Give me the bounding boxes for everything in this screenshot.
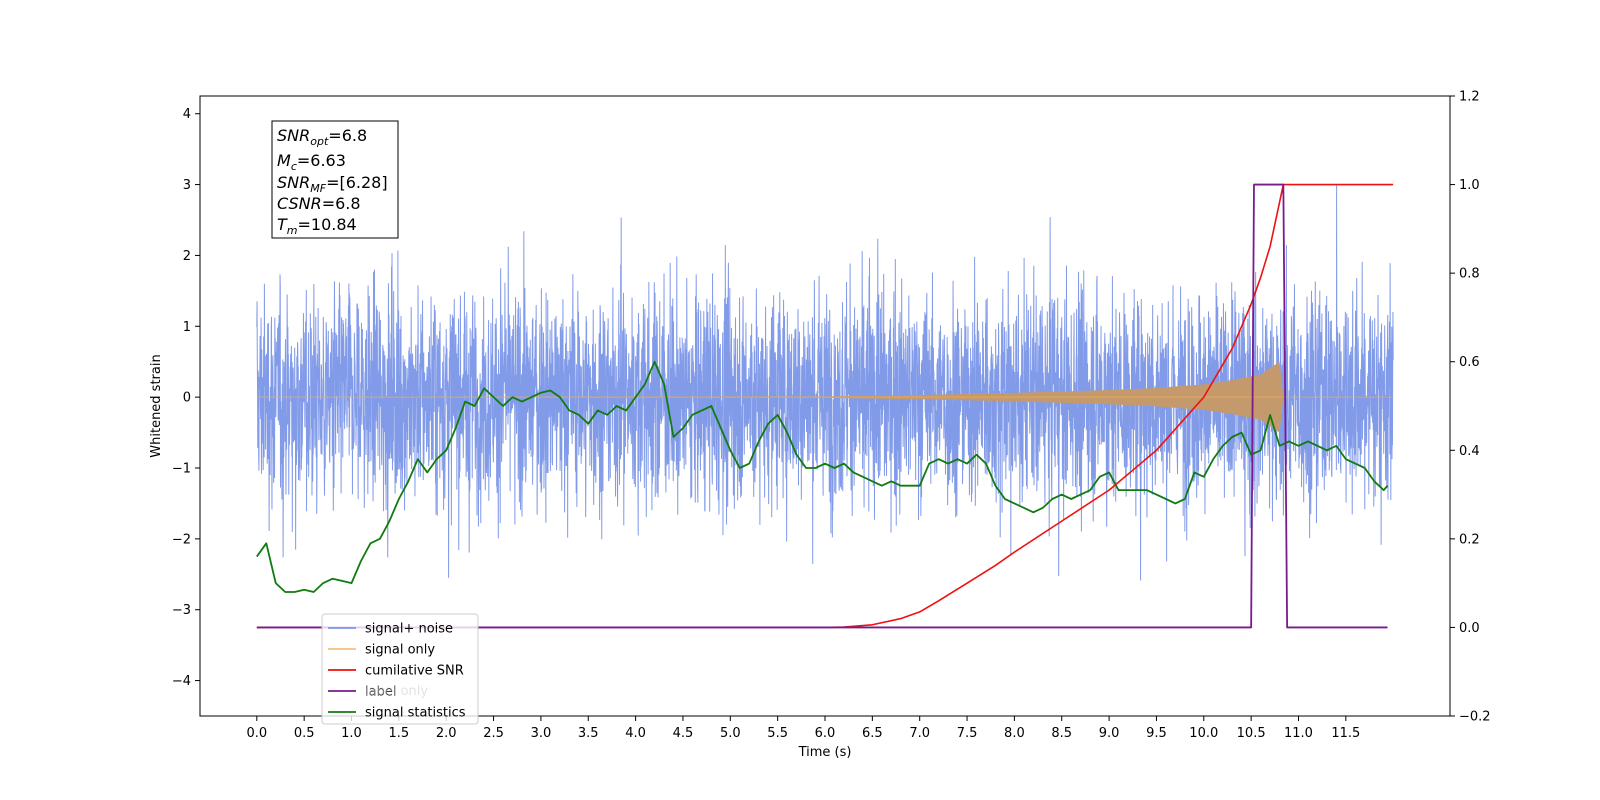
legend: signal+ noise signal only cumilative SNR la… [321, 613, 479, 725]
series-cumulative-snr [256, 183, 1394, 629]
x-tick-label: 2.5 [483, 726, 504, 741]
legend-label: signal+ noise [365, 622, 453, 637]
y-right-tick-label: −0.2 [1459, 710, 1491, 725]
y-left-tick-label: −1 [172, 462, 191, 477]
x-axis-label: Time (s) [798, 745, 852, 760]
x-tick-label: 3.5 [578, 726, 599, 741]
x-tick-label: 8.5 [1051, 726, 1072, 741]
legend-label: label [365, 685, 396, 700]
x-tick-label: 5.5 [767, 726, 788, 741]
x-tick-label: 7.5 [957, 726, 978, 741]
y-right-tick-label: 0.8 [1459, 267, 1480, 282]
y-axis-left: 4 3 2 1 0 −1 −2 −3 −4 [172, 107, 200, 689]
x-tick-label: 6.5 [862, 726, 883, 741]
y-left-tick-label: 1 [183, 320, 191, 335]
legend-ghost-text: label only [365, 684, 428, 699]
y-right-tick-label: 1.2 [1459, 90, 1480, 105]
x-tick-label: 8.0 [1004, 726, 1025, 741]
x-tick-label: 0.0 [246, 726, 267, 741]
info-mc: Mc=6.63 [277, 151, 346, 173]
info-box: SNRopt=6.8 Mc=6.63 SNRMF=[6.28] CSNR=6.8… [271, 120, 399, 239]
x-tick-label: 0.5 [294, 726, 315, 741]
x-tick-label: 7.0 [909, 726, 930, 741]
x-tick-label: 10.0 [1189, 726, 1218, 741]
y-left-tick-label: 2 [183, 249, 191, 264]
y-right-tick-label: 0.2 [1459, 532, 1480, 547]
y-right-tick-label: 0.0 [1459, 621, 1480, 636]
y-right-tick-label: 1.0 [1459, 178, 1480, 193]
x-tick-label: 1.5 [389, 726, 410, 741]
legend-frame [321, 613, 479, 725]
info-csnr: CSNR=6.8 [277, 194, 361, 213]
x-tick-label: 11.0 [1284, 726, 1313, 741]
series-signal-statistics [256, 360, 1389, 593]
x-tick-label: 3.0 [531, 726, 552, 741]
legend-label: cumilative SNR [365, 664, 464, 679]
x-tick-label: 9.0 [1099, 726, 1120, 741]
y-left-tick-label: −4 [172, 674, 191, 689]
x-tick-label: 2.0 [436, 726, 457, 741]
legend-entries: signal+ noise signal only cumilative SNR la… [328, 622, 466, 721]
x-axis: 0.0 0.5 1.0 1.5 2.0 2.5 3.0 3.5 4.0 4.5 5.0 5.5 6.0 6… [246, 716, 1360, 741]
x-tick-label: 6.0 [815, 726, 836, 741]
series-layer [256, 183, 1394, 629]
x-tick-label: 9.5 [1146, 726, 1167, 741]
series-label [256, 183, 1388, 629]
y-left-tick-label: 0 [183, 391, 191, 406]
y-left-tick-label: −3 [172, 603, 191, 618]
x-tick-label: 1.0 [341, 726, 362, 741]
info-snr-opt: SNRopt=6.8 [277, 126, 367, 148]
y-right-tick-label: 0.6 [1459, 355, 1480, 370]
y-left-tick-label: 4 [183, 107, 191, 122]
info-snr-mf: SNRMF=[6.28] [277, 173, 388, 195]
y-axis-right: 1.2 1.0 0.8 0.6 0.4 0.2 0.0 −0.2 [1450, 90, 1491, 725]
legend-label: signal only [365, 643, 435, 658]
x-tick-label: 11.5 [1331, 726, 1360, 741]
info-tm: Tm=10.84 [277, 215, 357, 237]
y-axis-label: Whitened strain [149, 354, 164, 457]
x-tick-label: 4.5 [673, 726, 694, 741]
x-tick-label: 5.0 [720, 726, 741, 741]
legend-label: signal statistics [365, 706, 466, 721]
y-left-tick-label: 3 [183, 178, 191, 193]
x-tick-label: 4.0 [625, 726, 646, 741]
plot-area [256, 183, 1394, 629]
y-left-tick-label: −2 [172, 532, 191, 547]
series-signal-noise [256, 185, 1394, 581]
y-right-tick-label: 0.4 [1459, 444, 1480, 459]
x-tick-label: 10.5 [1237, 726, 1266, 741]
info-box-frame [271, 120, 399, 239]
